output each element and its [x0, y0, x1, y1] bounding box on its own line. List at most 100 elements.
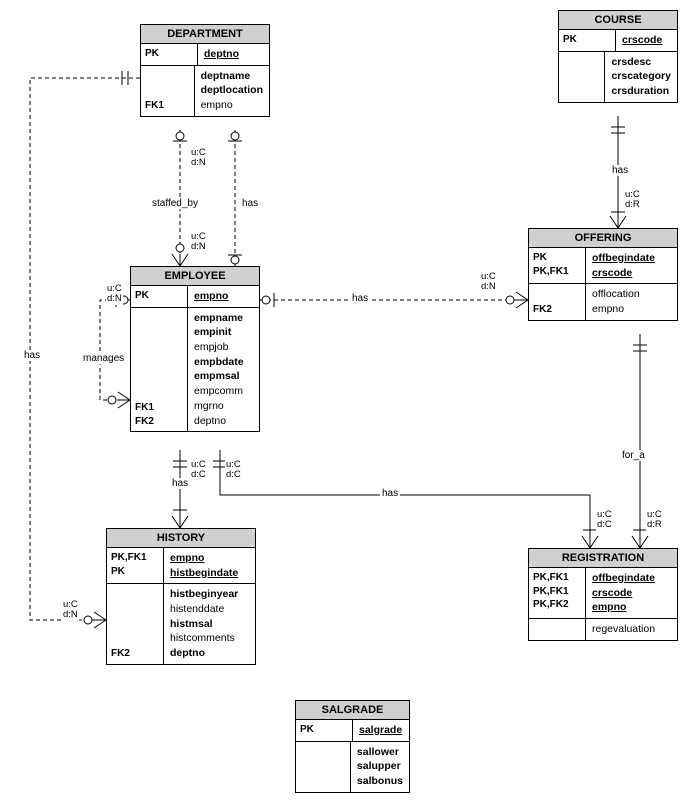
attr-regevaluation: regevaluation [592, 622, 671, 637]
entity-title-history: HISTORY [107, 529, 255, 548]
rel-label-manages: manages [81, 353, 126, 364]
entity-title-registration: REGISTRATION [529, 549, 677, 568]
attr-histbeginyear: histbeginyear [170, 587, 249, 602]
attr-crscode: crscode [622, 33, 671, 48]
entity-department: DEPARTMENTPKdeptnoFK1deptnamedeptlocatio… [140, 24, 270, 117]
attr-crsduration: crsduration [611, 84, 671, 99]
key-column: PK [131, 286, 188, 307]
attr-crscategory: crscategory [611, 69, 671, 84]
attr-crscode: crscode [592, 586, 671, 601]
attr-empno: empno [170, 551, 249, 566]
attr-empbdate: empbdate [194, 355, 253, 370]
attr-empno: empno [592, 600, 671, 615]
rel-label-has-emp-reg: has [380, 488, 400, 499]
entity-row: crsdesccrscategorycrsduration [559, 52, 677, 102]
attr-histbegindate: histbegindate [170, 566, 249, 581]
attr-salbonus: salbonus [357, 774, 403, 789]
attr-column: offbegindatecrscodeempno [586, 568, 677, 618]
entity-title-department: DEPARTMENT [141, 25, 269, 44]
entity-row: FK2offlocationempno [529, 284, 677, 319]
entity-history: HISTORYPK,FK1PKempnohistbegindateFK2hist… [106, 528, 256, 665]
attr-column: offlocationempno [586, 284, 677, 319]
card-staffed-by-top: u:Cd:N [190, 148, 207, 169]
key-column: FK2 [107, 584, 164, 663]
attr-deptname: deptname [201, 69, 263, 84]
entity-row: FK1deptnamedeptlocationempno [141, 66, 269, 116]
attr-sallower: sallower [357, 745, 403, 760]
rel-label-has-emp-hist: has [170, 478, 190, 489]
rel-label-has-dept-emp: has [240, 198, 260, 209]
card-dept-hist: u:Cd:N [62, 600, 79, 621]
entity-row: PKdeptno [141, 44, 269, 66]
rel-label-staffed-by: staffed_by [150, 198, 200, 209]
card-for-a-bot: u:Cd:R [646, 510, 663, 531]
entity-row: FK2histbeginyearhistenddatehistmsalhistc… [107, 584, 255, 663]
attr-column: offbegindatecrscode [586, 248, 677, 283]
rel-label-has-emp-off: has [350, 293, 370, 304]
attr-deptno: deptno [194, 414, 253, 429]
key-column [296, 742, 351, 792]
entity-offering: OFFERINGPKPK,FK1offbegindatecrscodeFK2of… [528, 228, 678, 321]
entity-row: sallowersaluppersalbonus [296, 742, 409, 792]
rel-label-has-dept-hist: has [22, 350, 42, 361]
attr-column: regevaluation [586, 619, 677, 640]
entity-row: PK,FK1PKempnohistbegindate [107, 548, 255, 584]
attr-column: crsdesccrscategorycrsduration [605, 52, 677, 102]
card-emp-hist-top: u:Cd:C [190, 460, 207, 481]
attr-offlocation: offlocation [592, 287, 671, 302]
key-column: PKPK,FK1 [529, 248, 586, 283]
key-column: FK1FK2 [131, 308, 188, 432]
key-column: PK [559, 30, 616, 51]
attr-crscode: crscode [592, 266, 671, 281]
entity-row: PK salgrade [296, 720, 409, 742]
entity-course: COURSEPK crscode crsdesccrscategorycrsdura… [558, 10, 678, 103]
key-column: FK2 [529, 284, 586, 319]
card-staffed-by-bot: u:Cd:N [190, 232, 207, 253]
card-emp-reg-bot: u:Cd:C [596, 510, 613, 531]
entity-row: PKPK,FK1offbegindatecrscode [529, 248, 677, 284]
key-column: PK,FK1PK,FK1PK,FK2 [529, 568, 586, 618]
entity-registration: REGISTRATIONPK,FK1PK,FK1PK,FK2offbeginda… [528, 548, 678, 641]
attr-empno: empno [592, 302, 671, 317]
entity-row: PK empno [131, 286, 259, 308]
attr-deptlocation: deptlocation [201, 83, 263, 98]
attr-empcomm: empcomm [194, 384, 253, 399]
attr-empmsal: empmsal [194, 369, 253, 384]
attr-histmsal: histmsal [170, 617, 249, 632]
attr-histenddate: histenddate [170, 602, 249, 617]
key-column: PK [296, 720, 353, 741]
entity-employee: EMPLOYEEPK empno FK1FK2empnameempinitempjo… [130, 266, 260, 432]
attr-empno: empno [201, 98, 263, 113]
attr-empjob: empjob [194, 340, 253, 355]
attr-empinit: empinit [194, 325, 253, 340]
attr-empno: empno [194, 289, 253, 304]
attr-mgrno: mgrno [194, 399, 253, 414]
entity-row: regevaluation [529, 619, 677, 640]
rel-label-has-course-off: has [610, 165, 630, 176]
attr-salgrade: salgrade [359, 723, 403, 738]
card-manages-top: u:Cd:N [106, 284, 123, 305]
attr-deptno: deptno [170, 646, 249, 661]
attr-column: empno [188, 286, 259, 307]
entity-title-offering: OFFERING [529, 229, 677, 248]
attr-column: empnameempinitempjobempbdateempmsalempco… [188, 308, 259, 432]
attr-column: crscode [616, 30, 677, 51]
key-column [559, 52, 605, 102]
key-column: PK,FK1PK [107, 548, 164, 583]
card-emp-reg-top: u:Cd:C [225, 460, 242, 481]
attr-offbegindate: offbegindate [592, 251, 671, 266]
entity-salgrade: SALGRADEPK salgrade sallowersaluppersalbon… [295, 700, 410, 793]
card-emp-off: u:Cd:N [480, 272, 497, 293]
entity-title-salgrade: SALGRADE [296, 701, 409, 720]
attr-offbegindate: offbegindate [592, 571, 671, 586]
entity-title-course: COURSE [559, 11, 677, 30]
attr-column: salgrade [353, 720, 409, 741]
entity-title-employee: EMPLOYEE [131, 267, 259, 286]
attr-column: empnohistbegindate [164, 548, 255, 583]
attr-column: deptno [198, 44, 269, 65]
attr-crsdesc: crsdesc [611, 55, 671, 70]
attr-deptno: deptno [204, 47, 263, 62]
attr-salupper: salupper [357, 759, 403, 774]
entity-row: FK1FK2empnameempinitempjobempbdateempmsa… [131, 308, 259, 432]
entity-row: PK crscode [559, 30, 677, 52]
